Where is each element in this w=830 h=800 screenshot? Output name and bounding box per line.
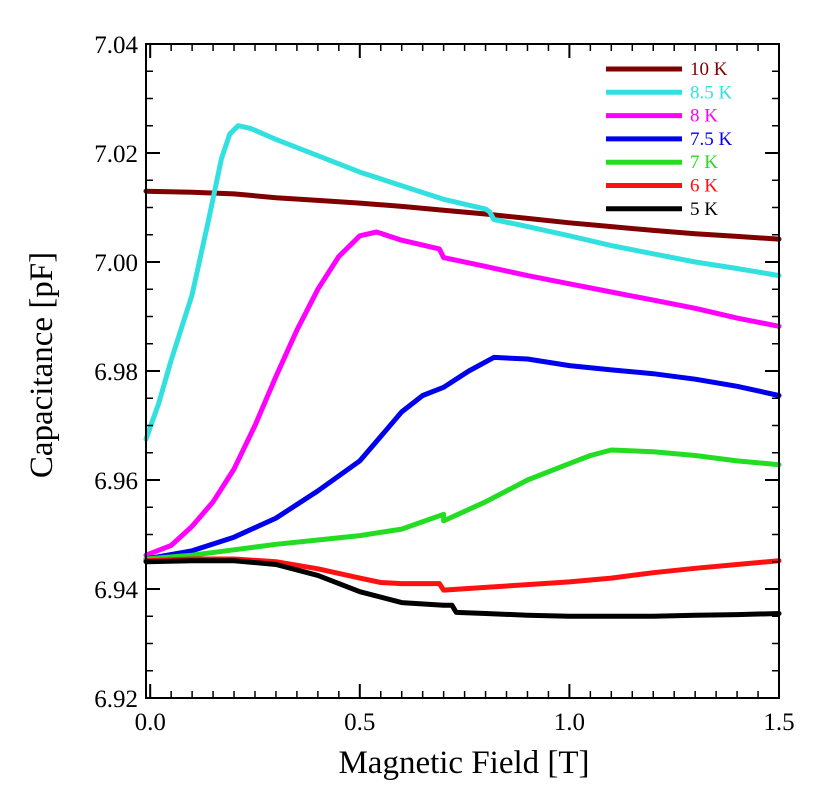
legend-label-4: 7 K <box>690 152 718 173</box>
y-tick-label-3: 6.98 <box>94 359 138 386</box>
series-layer <box>143 123 782 619</box>
y-axis-title: Capacitance [pF] <box>24 252 60 478</box>
y-tick-label-5: 7.02 <box>94 141 138 168</box>
legend: 10 K8.5 K 8 K7.5 K7 K 6 K5 K <box>606 59 733 220</box>
series-line-1 <box>143 123 782 442</box>
legend-label-3: 7.5 K <box>690 129 733 150</box>
series-line-5 <box>143 556 782 593</box>
y-tick-label-4: 7.00 <box>94 250 138 277</box>
x-tick-label-1: 0.5 <box>344 709 375 736</box>
legend-label-1: 8.5 K <box>690 82 733 103</box>
axes-layer: 0.0 0.5 1.0 1.5 6.92 6.94 6.96 6.98 7.00 7.02 7.04 <box>94 32 794 736</box>
plot-frame <box>145 43 780 699</box>
y-tick-label-2: 6.96 <box>94 468 138 495</box>
legend-label-6: 5 K <box>690 199 718 220</box>
x-tick-label-3: 1.5 <box>763 709 794 736</box>
x-axis-title: Magnetic Field [T] <box>338 745 589 781</box>
series-line-6 <box>143 558 782 619</box>
series-line-2 <box>143 229 782 558</box>
legend-label-5: 6 K <box>690 176 718 197</box>
x-tick-label-0: 0.0 <box>135 709 166 736</box>
series-line-3 <box>143 354 782 562</box>
y-tick-label-1: 6.94 <box>94 577 138 604</box>
series-line-0 <box>143 188 782 242</box>
x-tick-label-2: 1.0 <box>554 709 585 736</box>
y-tick-label-6: 7.04 <box>94 32 138 59</box>
legend-label-0: 10 K <box>690 59 728 80</box>
legend-label-2: 8 K <box>690 106 718 127</box>
series-line-4 <box>143 447 782 562</box>
y-tick-label-0: 6.92 <box>94 686 138 713</box>
